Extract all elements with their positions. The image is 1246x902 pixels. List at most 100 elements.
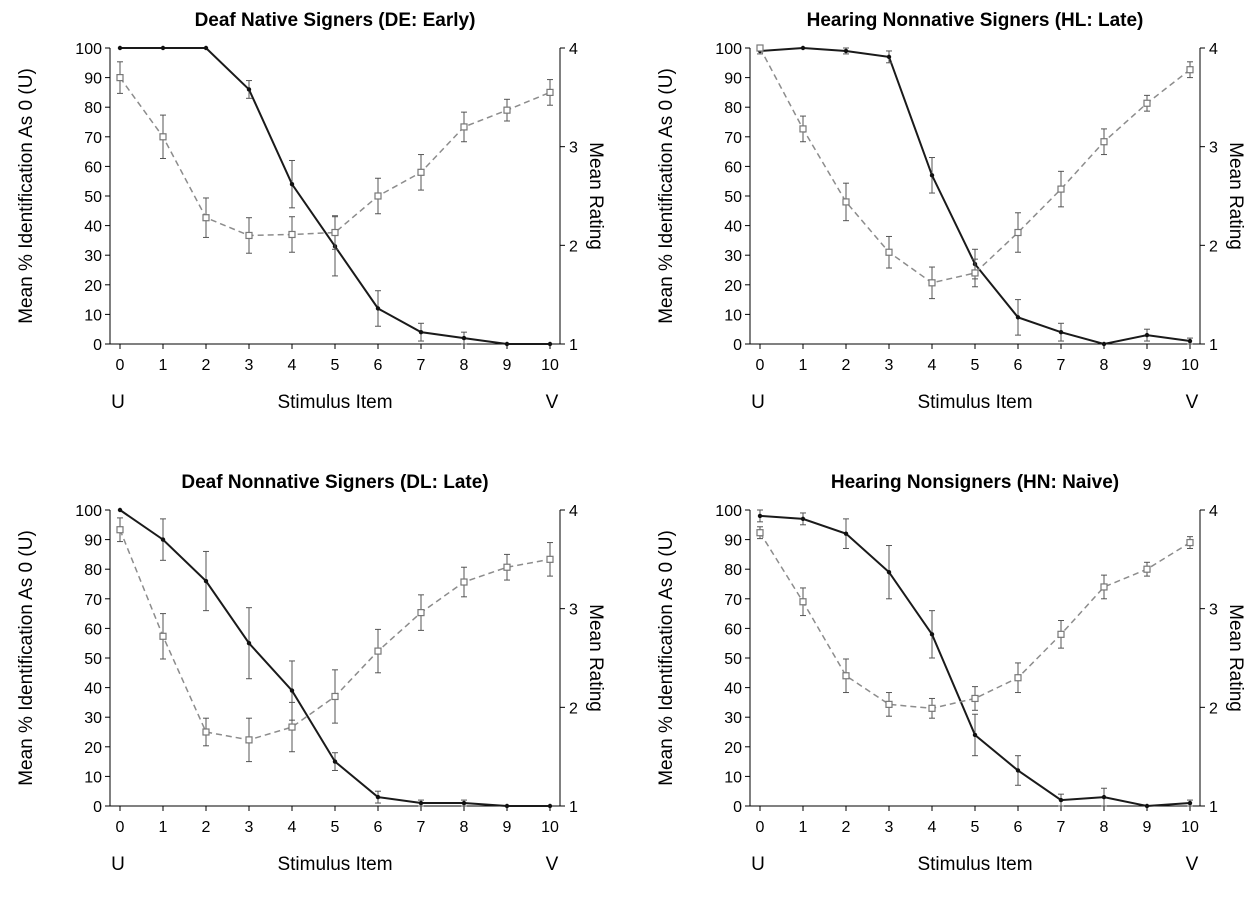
x-axis-label: Stimulus Item: [917, 854, 1032, 875]
y-tick-label: 30: [84, 710, 102, 727]
x-end-label-left: U: [751, 392, 765, 413]
data-point-identification: [843, 531, 849, 536]
y2-tick-label: 2: [1209, 238, 1218, 255]
data-point-identification: [418, 800, 424, 806]
x-tick-label: 3: [245, 819, 254, 836]
x-end-label-right: V: [1186, 392, 1199, 413]
data-point-rating: [503, 106, 511, 114]
y-tick-label: 40: [84, 219, 102, 236]
data-point-rating: [799, 598, 807, 606]
y-tick-label: 20: [724, 278, 742, 295]
y-tick-label: 80: [724, 100, 742, 117]
x-tick-label: 10: [541, 357, 559, 374]
y-tick-label: 60: [724, 621, 742, 638]
x-axis-label: Stimulus Item: [277, 854, 392, 875]
x-tick-label: 6: [1014, 819, 1023, 836]
data-point-rating: [159, 133, 167, 141]
data-point-rating: [460, 123, 468, 131]
data-point-rating: [971, 269, 979, 277]
y2-tick-label: 4: [569, 41, 578, 58]
x-end-label-right: V: [546, 854, 559, 875]
x-end-label-right: V: [546, 392, 559, 413]
data-point-identification: [1058, 329, 1064, 335]
x-tick-label: 0: [116, 357, 125, 374]
y-tick-label: 90: [724, 71, 742, 88]
series-rating-line: [759, 47, 1191, 284]
data-point-identification: [246, 87, 252, 92]
data-point-identification: [289, 181, 295, 187]
x-tick-label: 0: [116, 819, 125, 836]
data-point-identification: [203, 45, 209, 51]
y2-tick-label: 1: [569, 799, 578, 816]
data-point-rating: [928, 279, 936, 287]
x-tick-label: 7: [1057, 357, 1066, 374]
data-point-identification: [1187, 800, 1193, 806]
series-rating-line: [119, 77, 551, 237]
chart-panel-dl-late: Deaf Nonnative Signers (DL: Late) 0 10 20 30…: [0, 462, 620, 902]
data-point-identification: [843, 48, 849, 54]
data-point-rating: [885, 248, 893, 256]
y2-tick-label: 4: [569, 503, 578, 520]
data-point-identification: [757, 513, 763, 519]
x-tick-label: 2: [202, 357, 211, 374]
y2-axis-label: Mean Rating: [1225, 604, 1246, 712]
y-axis-label: Mean % Identification As 0 (U): [656, 68, 677, 324]
y-tick-label: 30: [724, 248, 742, 265]
y-axis-label: Mean % Identification As 0 (U): [656, 530, 677, 786]
data-point-rating: [245, 736, 253, 744]
x-tick-label: 8: [460, 819, 469, 836]
x-tick-label: 7: [1057, 819, 1066, 836]
y-tick-label: 10: [84, 769, 102, 786]
y-tick-label: 90: [84, 71, 102, 88]
data-point-rating: [1143, 99, 1151, 107]
data-point-identification: [375, 794, 381, 800]
series-identification-line: [759, 514, 1191, 808]
data-point-identification: [886, 569, 892, 575]
x-end-label-left: U: [751, 854, 765, 875]
data-point-identification: [332, 759, 338, 764]
data-point-rating: [971, 694, 979, 703]
y-tick-label: 20: [84, 278, 102, 295]
chart-panel-de-early: Deaf Native Signers (DE: Early) 0 10 20 30 40…: [0, 0, 620, 440]
x-tick-label: 5: [971, 819, 980, 836]
data-point-rating: [417, 609, 425, 617]
x-tick-label: 4: [288, 819, 297, 836]
data-point-identification: [800, 516, 806, 522]
y-tick-label: 20: [84, 740, 102, 757]
y-tick-label: 100: [75, 41, 102, 58]
data-point-rating: [116, 73, 124, 82]
y2-tick-label: 2: [569, 700, 578, 717]
x-tick-label: 8: [1100, 357, 1109, 374]
data-point-rating: [288, 230, 296, 239]
x-tick-label: 5: [331, 357, 340, 374]
data-point-identification: [547, 341, 553, 347]
x-tick-label: 7: [417, 819, 426, 836]
x-end-label-left: U: [111, 854, 125, 875]
y-tick-label: 60: [724, 159, 742, 176]
data-point-identification: [1187, 338, 1193, 344]
x-tick-label: 2: [842, 819, 851, 836]
y-tick-label: 40: [84, 681, 102, 698]
chart-title: Hearing Nonnative Signers (HL: Late): [807, 10, 1144, 31]
y2-tick-label: 1: [569, 337, 578, 354]
y-tick-label: 10: [724, 307, 742, 324]
data-point-rating: [116, 526, 124, 534]
data-point-rating: [546, 88, 554, 97]
x-tick-label: 4: [288, 357, 297, 374]
y-tick-label: 100: [75, 503, 102, 520]
data-point-identification: [504, 341, 510, 347]
x-tick-label: 2: [842, 357, 851, 374]
data-point-identification: [547, 803, 553, 809]
data-point-rating: [331, 228, 339, 237]
x-tick-label: 10: [1181, 357, 1199, 374]
y-tick-label: 10: [724, 769, 742, 786]
y-tick-label: 40: [724, 681, 742, 698]
y-tick-label: 70: [724, 130, 742, 147]
y2-tick-label: 4: [1209, 41, 1218, 58]
data-point-identification: [504, 803, 510, 809]
x-end-label-right: V: [1186, 854, 1199, 875]
x-tick-label: 1: [799, 819, 808, 836]
data-point-rating: [374, 647, 382, 655]
chart-title: Deaf Native Signers (DE: Early): [195, 10, 476, 31]
data-point-rating: [288, 723, 296, 731]
